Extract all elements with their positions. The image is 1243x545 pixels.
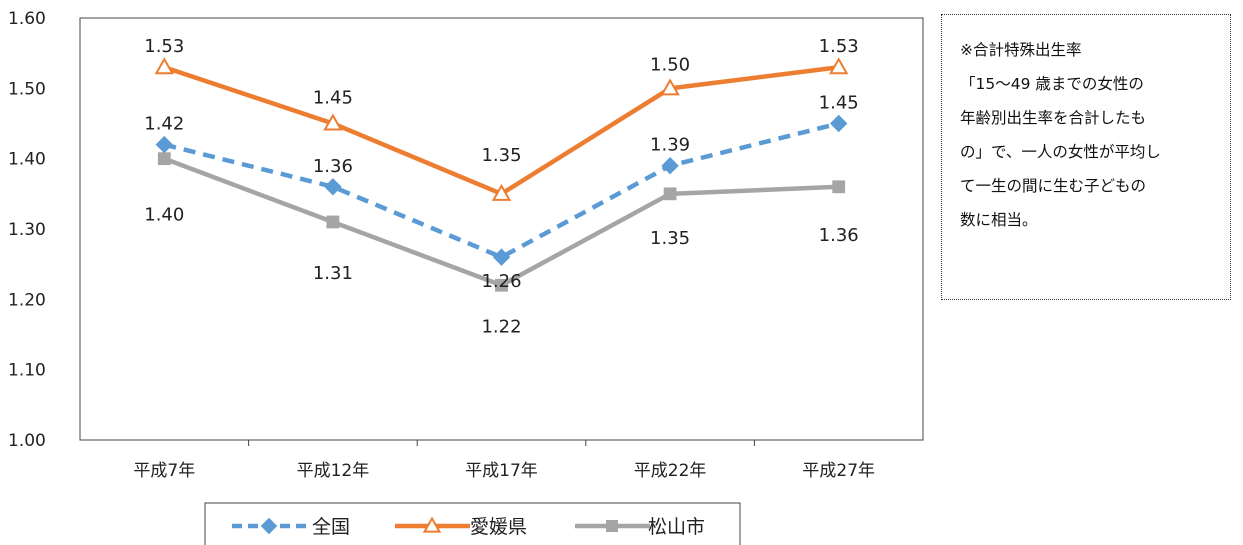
data-point-0-2: [492, 248, 511, 266]
data-label-0-2: 1.26: [481, 271, 521, 292]
data-label-0-4: 1.45: [819, 93, 859, 114]
note-line-4: の」で、一人の女性が平均し: [960, 143, 1161, 161]
legend-marker-1: [422, 516, 442, 533]
data-label-1-2: 1.35: [481, 145, 521, 166]
data-point-0-1: [324, 178, 342, 196]
data-point-1-2: [491, 183, 512, 201]
data-label-2-0: 1.40: [144, 205, 184, 226]
data-point-0-4: [829, 114, 848, 133]
data-labels: 1.42 1.36 1.26 1.39 1.45 1.53 1.45 1.35 1.50 1.53…: [144, 36, 858, 337]
data-point-0-3: [661, 156, 679, 175]
line-chart: 1.001.101.201.301.401.501.60 平成7年 平成12年 平成…: [8, 9, 924, 545]
data-label-2-1: 1.31: [313, 263, 353, 284]
data-point-1-4: [828, 57, 849, 75]
note-line-2: 「15～49 歳までの女性の: [960, 75, 1144, 93]
x-tick-label: 平成22年: [634, 461, 707, 481]
y-tick-label: 1.50: [8, 79, 46, 99]
data-label-1-3: 1.50: [650, 54, 690, 75]
x-tick-label: 平成27年: [802, 461, 875, 481]
data-label-2-2: 1.22: [481, 316, 521, 337]
x-axis-ticks: 平成7年 平成12年 平成17年 平成22年 平成27年: [133, 461, 875, 481]
legend-label-1: 愛媛県: [470, 516, 527, 538]
x-tick-label: 平成17年: [465, 461, 538, 481]
data-label-1-1: 1.45: [313, 88, 353, 109]
data-point-2-0: [157, 152, 171, 166]
x-tick-label: 平成12年: [297, 461, 370, 481]
data-point-2-4: [832, 180, 846, 194]
series-line-0: [163, 121, 840, 260]
legend-label-0: 全国: [312, 516, 350, 538]
y-axis-ticks: 1.00 1.10 1.20 1.30 1.40 1.50 1.60: [8, 9, 46, 451]
legend-marker-2: [606, 520, 618, 532]
note-line-3: 年齢別出生率を合計したも: [960, 109, 1147, 127]
data-label-0-1: 1.36: [313, 156, 353, 177]
chart-axes: [79, 17, 924, 446]
legend-marker-0: [260, 517, 278, 535]
plot-area-border: [79, 17, 924, 441]
data-label-1-0: 1.53: [144, 36, 184, 57]
y-tick-label: 1.30: [8, 220, 46, 240]
y-tick-label: 1.10: [8, 361, 46, 381]
data-label-1-4: 1.53: [819, 36, 859, 57]
legend-border: [204, 502, 741, 545]
data-label-0-3: 1.39: [650, 135, 690, 156]
y-tick-label: 1.40: [8, 150, 46, 170]
legend-label-2: 松山市: [648, 516, 705, 538]
x-tick-label: 平成7年: [133, 461, 195, 481]
y-tick-label: 1.20: [8, 290, 46, 310]
y-tick-label: 1.00: [8, 431, 46, 451]
chart-series: [154, 57, 849, 292]
y-tick-label: 1.60: [8, 9, 46, 29]
note-line-1: ※合計特殊出生率: [960, 41, 1082, 59]
series-line-1: [163, 65, 839, 197]
series-line-2: [163, 156, 839, 288]
note-line-5: て一生の間に生む子どもの: [960, 177, 1147, 195]
note-box: ※合計特殊出生率 「15～49 歳までの女性の 年齢別出生率を合計したも の」で…: [941, 14, 1231, 300]
data-point-1-3: [660, 78, 680, 96]
data-point-0-0: [155, 135, 174, 154]
data-label-0-0: 1.42: [144, 114, 184, 135]
data-point-1-1: [323, 113, 343, 131]
data-point-2-3: [663, 187, 677, 201]
data-label-2-3: 1.35: [650, 228, 690, 249]
data-point-2-1: [326, 215, 340, 229]
note-line-6: 数に相当。: [960, 211, 1038, 229]
legend: 全国 愛媛県 松山市: [204, 502, 741, 545]
data-point-2-2: [495, 278, 508, 292]
data-label-2-4: 1.36: [819, 225, 859, 246]
data-point-1-0: [154, 57, 175, 75]
